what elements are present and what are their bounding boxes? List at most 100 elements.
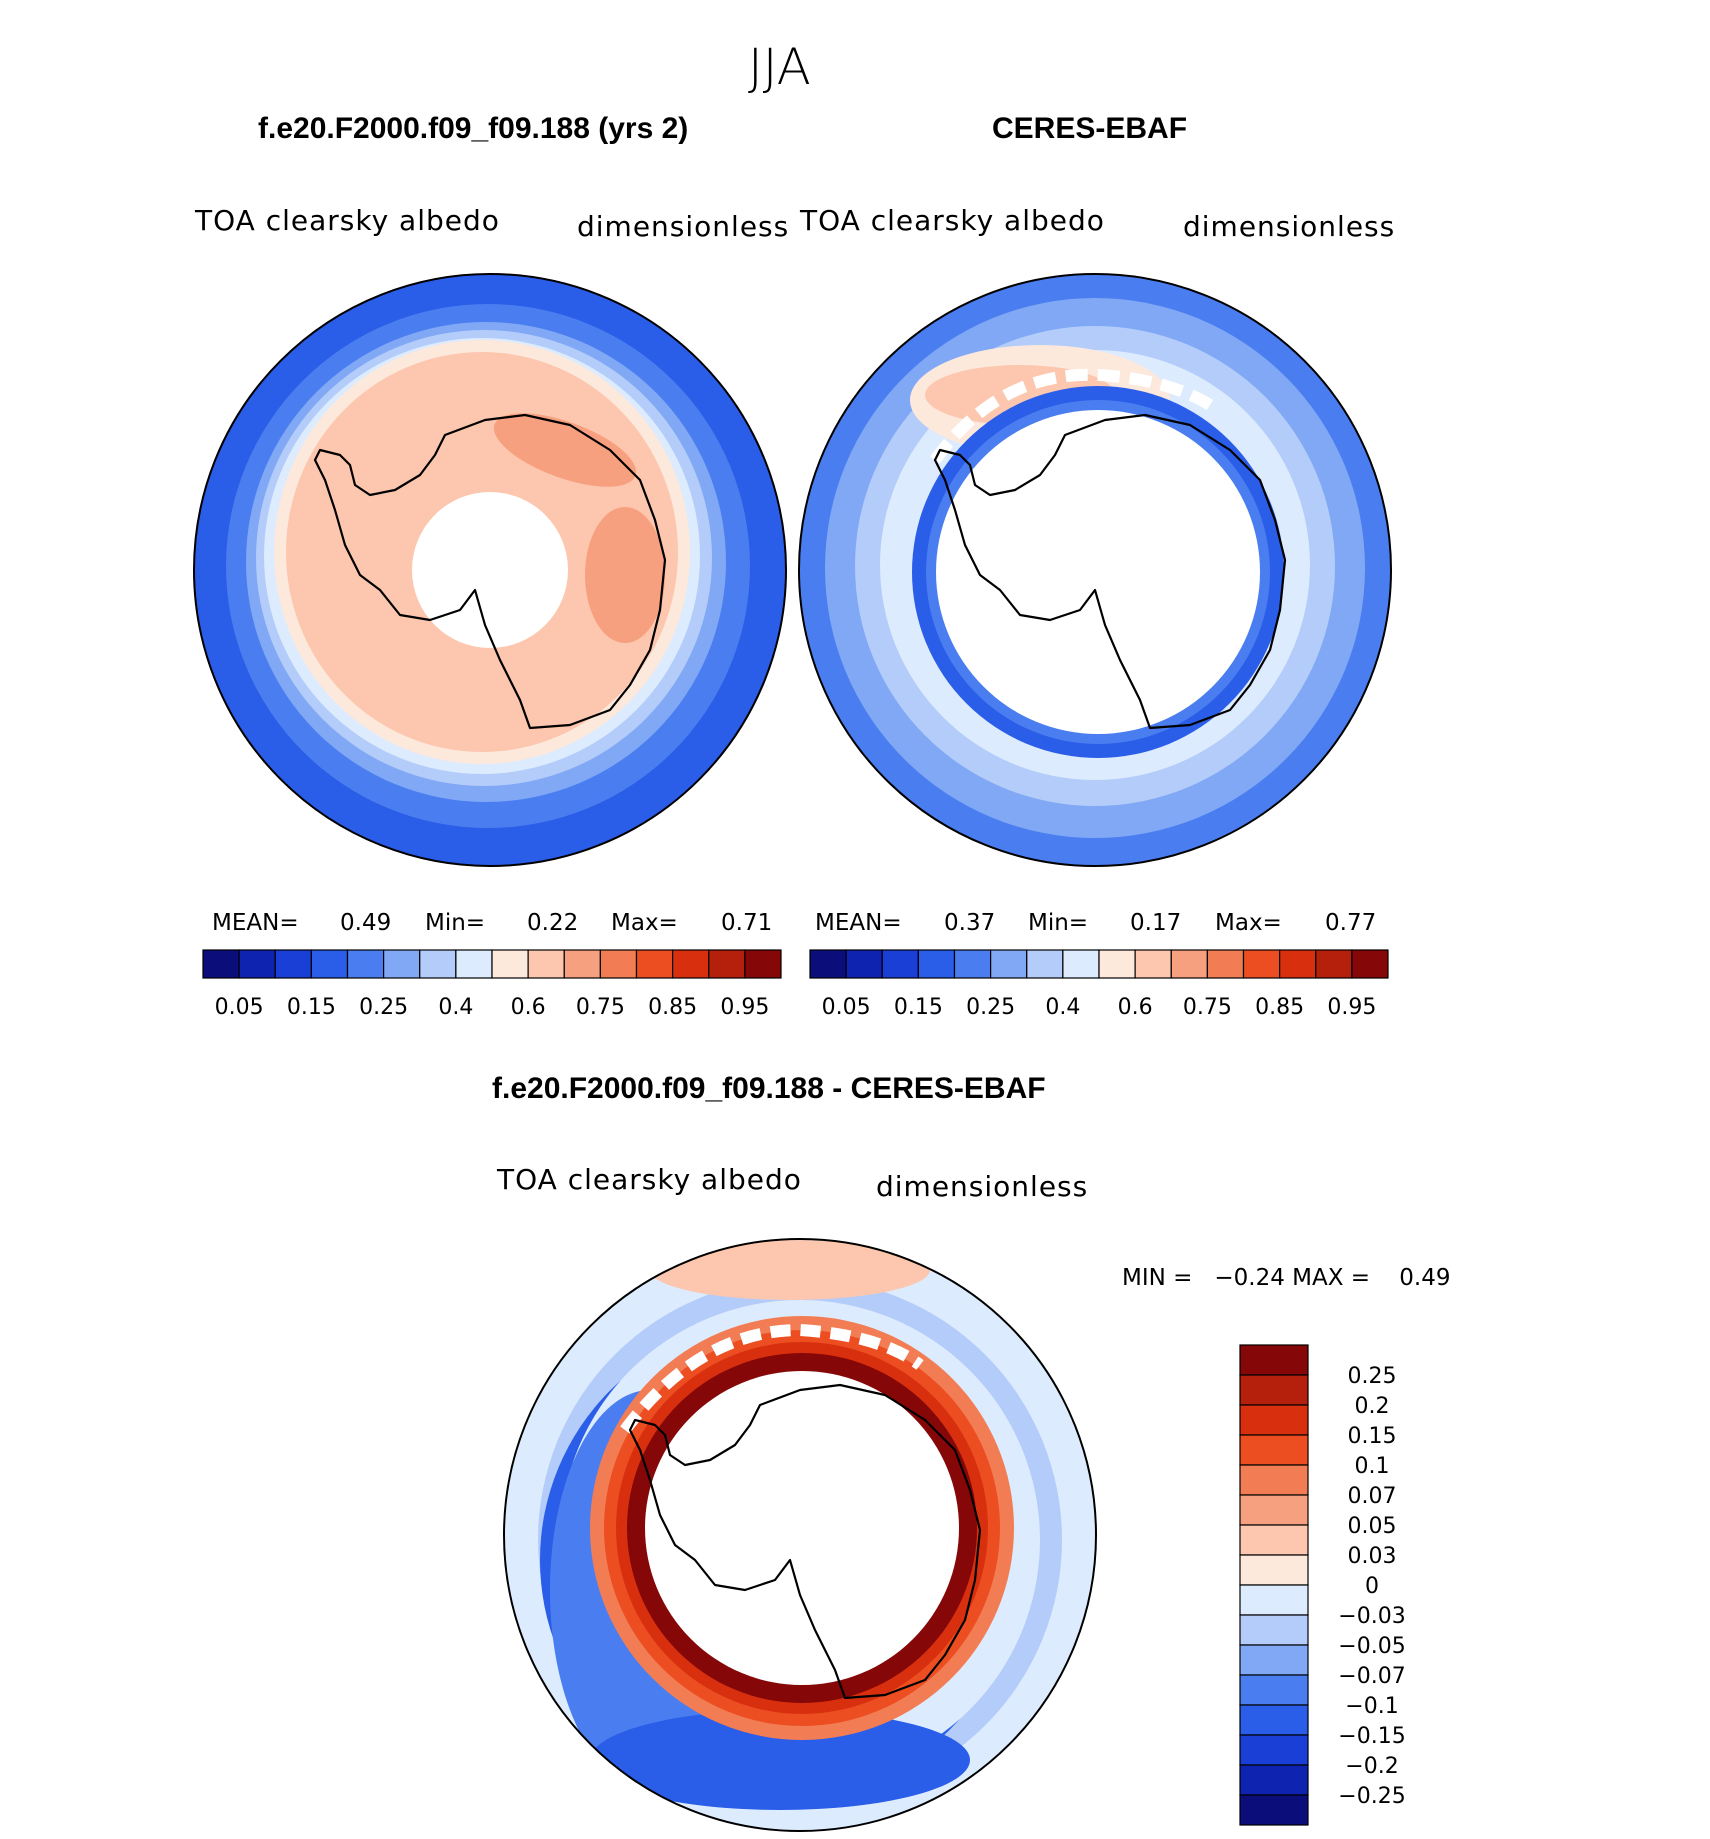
colorbar-difference-swatch [1239, 1524, 1309, 1556]
colorbar-obs-swatch [1315, 949, 1353, 979]
colorbar-obs-tick-label: 0.05 [822, 995, 871, 1020]
colorbar-difference-swatch [1239, 1614, 1309, 1646]
colorbar-difference-swatch [1239, 1554, 1309, 1586]
stat-mean-obs: 0.37 [944, 910, 996, 936]
season-title: JJA [748, 38, 811, 96]
colorbar-model-swatch [419, 949, 457, 979]
colorbar-obs-swatch [845, 949, 883, 979]
colorbar-model-tick-label: 0.25 [359, 995, 408, 1020]
difference-title: f.e20.F2000.f09_f09.188 - CERES-EBAF [492, 1072, 1046, 1105]
variable-label-model: TOA clearsky albedo [195, 204, 500, 237]
colorbar-model-tick-label: 0.4 [438, 995, 473, 1020]
stat-max-obs: 0.77 [1325, 910, 1377, 936]
map-panel-model [194, 274, 786, 866]
colorbar-difference-tick-label: 0.1 [1355, 1454, 1390, 1479]
variable-label-difference: TOA clearsky albedo [497, 1163, 802, 1196]
colorbar-difference-tick-label: 0.03 [1348, 1544, 1397, 1569]
stat-max-model: 0.71 [721, 910, 773, 936]
colorbar-model-tick-label: 0.75 [576, 995, 625, 1020]
colorbar-difference-tick-label: −0.05 [1338, 1634, 1405, 1659]
colorbar-difference-swatch [1239, 1794, 1309, 1826]
colorbar-model-swatch [383, 949, 421, 979]
colorbar-model-tick-label: 0.15 [287, 995, 336, 1020]
colorbar-obs-swatch [1098, 949, 1136, 979]
colorbar-difference-tick-label: 0.07 [1348, 1484, 1397, 1509]
colorbar-difference-swatch [1239, 1734, 1309, 1766]
units-label-difference: dimensionless [876, 1170, 1089, 1203]
colorbar-obs-swatch [1134, 949, 1172, 979]
map-panel-obs [799, 274, 1391, 866]
colorbar-obs-swatch [953, 949, 992, 979]
stat-min-label-obs: Min= [1028, 910, 1089, 936]
colorbar-difference-swatch [1239, 1404, 1309, 1436]
colorbar-model-swatch [310, 949, 349, 979]
colorbar-obs-swatch [1351, 949, 1389, 979]
stat-min-model: 0.22 [527, 910, 579, 936]
map-border-difference [503, 1238, 1097, 1832]
colorbar-obs-swatch [1026, 949, 1064, 979]
colorbar-model-tick-label: 0.85 [648, 995, 697, 1020]
colorbar-difference-swatch [1239, 1344, 1309, 1376]
colorbar-obs-tick-label: 0.95 [1327, 995, 1376, 1020]
colorbar-model-swatch [563, 949, 601, 979]
colorbar-difference-tick-label: 0 [1365, 1574, 1379, 1599]
colorbar-model-tick-label: 0.05 [215, 995, 264, 1020]
colorbar-model-swatch [635, 949, 674, 979]
colorbar-obs-swatch [881, 949, 919, 979]
stat-mean-label-model: MEAN= [212, 910, 299, 936]
colorbar-difference-swatch [1239, 1374, 1309, 1406]
colorbar-obs-tick-label: 0.6 [1118, 995, 1153, 1020]
colorbar-obs: 0.05 0.15 0.25 0.4 0.6 0.75 0.85 0.95 [809, 949, 1389, 1020]
colorbar-obs-tick-label: 0.85 [1255, 995, 1304, 1020]
map-border-obs [798, 273, 1392, 867]
difference-minmax: MIN = −0.24 MAX = 0.49 [1122, 1265, 1451, 1291]
colorbar-obs-swatch [1206, 949, 1245, 979]
colorbar-model-swatch [527, 949, 565, 979]
colorbar-difference-tick-label: −0.07 [1338, 1664, 1405, 1689]
stat-min-label-model: Min= [425, 910, 486, 936]
panel-title-model: f.e20.F2000.f09_f09.188 (yrs 2) [258, 112, 689, 145]
colorbar-difference-tick-label: −0.25 [1338, 1784, 1405, 1809]
units-label-model: dimensionless [577, 210, 790, 243]
colorbar-difference-swatch [1239, 1434, 1309, 1466]
colorbar-model-tick-label: 0.95 [720, 995, 769, 1020]
map-panel-difference [504, 1239, 1096, 1831]
colorbar-model-swatch [238, 949, 276, 979]
colorbar-difference-tick-label: 0.2 [1355, 1394, 1390, 1419]
colorbar-difference-swatch [1239, 1494, 1309, 1526]
panel-title-obs: CERES-EBAF [992, 112, 1188, 145]
colorbar-difference-swatch [1239, 1704, 1309, 1736]
colorbar-model-swatch [599, 949, 638, 979]
colorbar-difference-tick-label: 0.05 [1348, 1514, 1397, 1539]
stat-max-label-obs: Max= [1215, 910, 1282, 936]
colorbar-obs-swatch [1170, 949, 1208, 979]
colorbar-difference-tick-label: 0.25 [1348, 1364, 1397, 1389]
colorbar-difference-tick-label: −0.03 [1338, 1604, 1405, 1629]
units-label-obs: dimensionless [1183, 210, 1396, 243]
colorbar-difference-swatch [1239, 1644, 1309, 1676]
colorbar-obs-tick-label: 0.25 [966, 995, 1015, 1020]
stat-mean-model: 0.49 [340, 910, 392, 936]
colorbar-difference: 0.25 0.2 0.15 0.1 0.07 0.05 0.03 0 −0.03 −0.05 −0.… [1239, 1344, 1406, 1826]
variable-label-obs: TOA clearsky albedo [800, 204, 1105, 237]
colorbar-model-tick-label: 0.6 [511, 995, 546, 1020]
colorbar-difference-swatch [1239, 1674, 1309, 1706]
colorbar-obs-swatch [809, 949, 847, 979]
colorbar-difference-swatch [1239, 1584, 1309, 1616]
colorbar-obs-swatch [1242, 949, 1281, 979]
colorbar-difference-tick-label: −0.1 [1345, 1694, 1398, 1719]
colorbar-model-swatch [274, 949, 312, 979]
colorbar-difference-swatch [1239, 1764, 1309, 1796]
colorbar-difference-tick-label: −0.15 [1338, 1724, 1405, 1749]
colorbar-obs-swatch [1279, 949, 1317, 979]
colorbar-difference-tick-label: 0.15 [1348, 1424, 1397, 1449]
stat-max-label-model: Max= [611, 910, 678, 936]
stat-min-obs: 0.17 [1130, 910, 1182, 936]
colorbar-obs-tick-label: 0.75 [1183, 995, 1232, 1020]
colorbar-obs-tick-label: 0.4 [1045, 995, 1080, 1020]
stat-mean-label-obs: MEAN= [815, 910, 902, 936]
colorbar-obs-swatch [990, 949, 1028, 979]
colorbar-difference-swatch [1239, 1464, 1309, 1496]
colorbar-obs-tick-label: 0.15 [894, 995, 943, 1020]
colorbar-model-swatch [744, 949, 782, 979]
